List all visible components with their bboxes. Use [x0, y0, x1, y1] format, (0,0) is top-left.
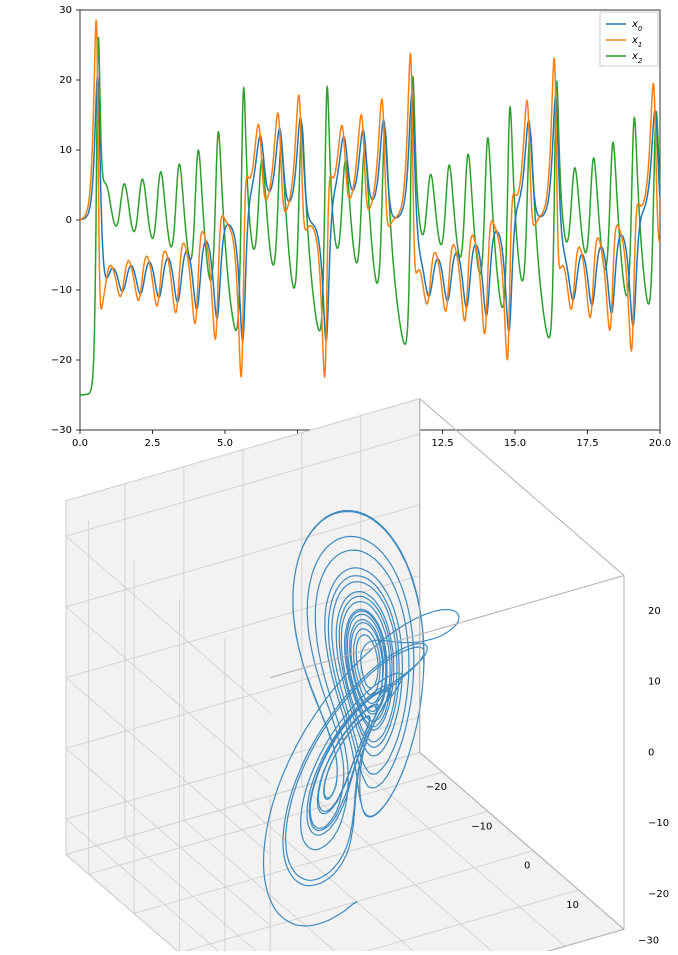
x-tick-label: 5.0 [217, 438, 233, 449]
y-tick-label: 0 [66, 215, 72, 226]
x-tick-label: 2.5 [145, 438, 161, 449]
x-tick-label: 0.0 [72, 438, 88, 449]
y-tick-label: 20 [59, 75, 72, 86]
axis3d-tick-label: 0 [524, 861, 530, 872]
axis3d-tick-label: 10 [566, 900, 579, 911]
y-ticks: −30 −20 −10 0 10 20 30 [51, 5, 80, 436]
axis3d-tick-label: 10 [648, 677, 661, 688]
lorenz-3d-plot: −20−10010−30−20−100102030−20−1001020 [66, 399, 669, 951]
axis3d-tick-label: −30 [638, 935, 659, 946]
timeseries-chart: 0.02.55.07.510.012.515.017.520.0 −30−20−… [51, 5, 671, 465]
axis3d-tick-label: 0 [648, 747, 654, 758]
y-tick-label: −20 [51, 355, 72, 366]
x-tick-label: 20.0 [649, 438, 671, 449]
y-tick-label: 10 [59, 145, 72, 156]
axis3d-tick-label: −10 [471, 821, 492, 832]
axis3d-tick-label: −20 [648, 889, 669, 900]
x-tick-label: 17.5 [576, 438, 598, 449]
legend: x0x1x2 [600, 12, 658, 66]
y-tick-label: −30 [51, 425, 72, 436]
y-tick-label: 30 [59, 5, 72, 16]
x-tick-label: 15.0 [504, 438, 526, 449]
y-tick-label: −10 [51, 285, 72, 296]
axis3d-tick-label: −10 [648, 818, 669, 829]
x-tick-label: 12.5 [431, 438, 453, 449]
axis3d-tick-label: 20 [648, 606, 661, 617]
figure-canvas: 0.02.55.07.510.012.515.017.520.0 −30−20−… [0, 0, 678, 951]
legend-box [600, 12, 658, 66]
axis3d-tick-label: −20 [426, 782, 447, 793]
